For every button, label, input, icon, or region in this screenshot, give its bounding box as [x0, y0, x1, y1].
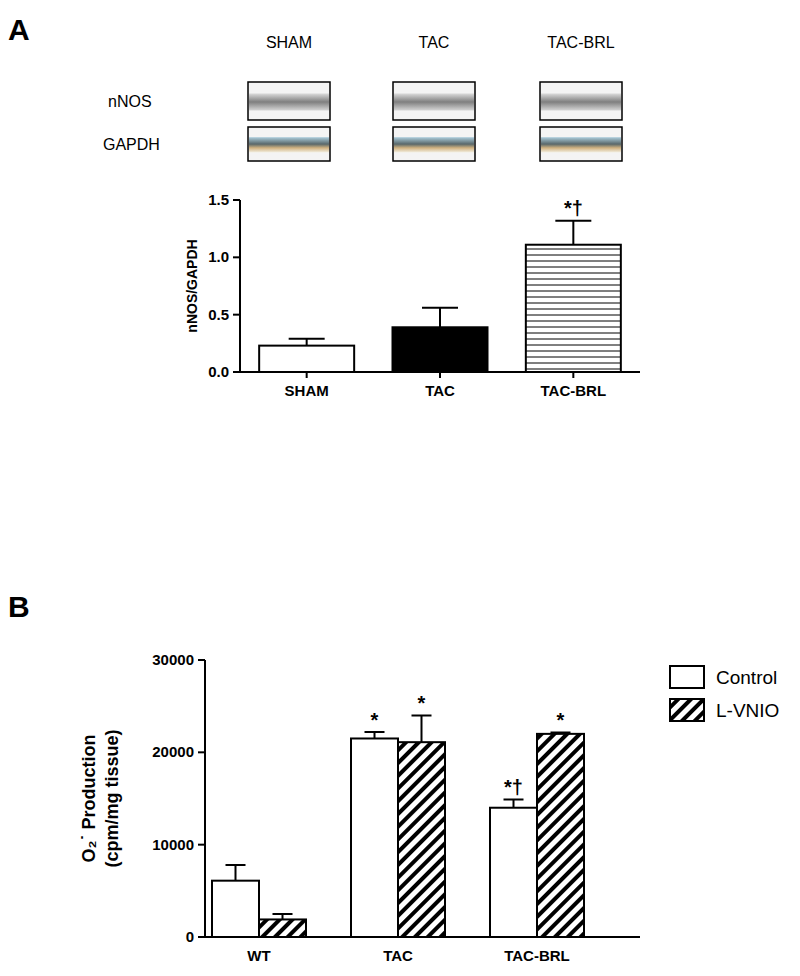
y-tick	[198, 936, 205, 938]
x-tick-label: TAC-BRL	[541, 382, 607, 399]
annotation: *	[557, 709, 565, 731]
error-bar	[226, 865, 246, 881]
legend-swatch	[670, 666, 704, 688]
x-axis	[240, 371, 640, 373]
error-bar	[555, 221, 591, 245]
lane-label: TAC	[419, 34, 450, 51]
y-tick-label: 1.0	[208, 248, 229, 265]
row-label: GAPDH	[103, 136, 160, 153]
y-axis	[239, 200, 241, 372]
blot-band	[249, 93, 329, 110]
y-tick-label: 0.0	[208, 363, 229, 380]
y-tick	[233, 314, 240, 316]
bar	[351, 738, 398, 937]
y-tick-label: 10000	[152, 836, 194, 853]
legend-label: Control	[716, 667, 777, 688]
lane-label: SHAM	[266, 34, 312, 51]
x-tick-label: SHAM	[285, 382, 329, 399]
blot-box	[248, 127, 330, 161]
row-label: nNOS	[108, 93, 152, 110]
annotation: *	[371, 709, 379, 731]
error-bar	[273, 914, 293, 920]
lane-label: TAC-BRL	[547, 34, 614, 51]
x-tick-label: TAC-BRL	[504, 947, 570, 964]
blot-box	[540, 82, 622, 120]
error-bar	[412, 715, 432, 742]
bar	[259, 919, 306, 937]
y-axis-label: (cpm/mg tissue)	[102, 729, 122, 867]
plot-area	[259, 221, 621, 372]
error-bar	[289, 339, 325, 346]
y-tick-label: 30000	[152, 651, 194, 668]
blot-box	[393, 127, 475, 161]
blot-band	[394, 137, 474, 152]
blot-band	[541, 93, 621, 110]
annotation: *†	[564, 197, 583, 219]
panel-label: B	[8, 590, 30, 623]
y-tick-label: 20000	[152, 743, 194, 760]
bar	[259, 346, 354, 372]
bar	[212, 881, 259, 937]
bar	[526, 245, 621, 372]
annotation: *	[418, 692, 426, 714]
x-axis	[205, 936, 640, 938]
bar	[398, 742, 445, 937]
blot-band	[541, 137, 621, 152]
plot-area	[212, 715, 584, 937]
annotation: *†	[504, 776, 523, 798]
error-bar	[422, 308, 458, 327]
y-tick-label: 1.5	[208, 191, 229, 208]
bar	[490, 808, 537, 937]
panel-label: A	[8, 13, 30, 46]
legend: Control L-VNIO	[670, 666, 779, 721]
y-tick	[233, 256, 240, 258]
legend-label: L-VNIO	[716, 700, 779, 721]
y-tick-label: 0	[186, 928, 194, 945]
y-axis-label: nNOS/GAPDH	[184, 239, 200, 332]
x-tick-label: WT	[247, 947, 270, 964]
y-tick-label: 0.5	[208, 306, 229, 323]
blot-box	[248, 82, 330, 120]
y-tick	[198, 844, 205, 846]
y-tick	[233, 371, 240, 373]
figure: A SHAM TAC TAC-BRL nNOS GAPDH SHAM TAC *† TAC-BRL…	[0, 0, 800, 976]
legend-swatch	[670, 699, 704, 721]
x-tick-label: TAC	[425, 382, 455, 399]
y-axis-label: O₂˙ Production	[79, 735, 99, 863]
error-bar	[551, 732, 571, 733]
y-tick	[198, 751, 205, 753]
y-tick	[233, 199, 240, 201]
blot-band	[249, 137, 329, 152]
error-bar	[365, 732, 385, 738]
blot-box	[540, 127, 622, 161]
error-bar	[504, 799, 524, 807]
x-tick-label: TAC	[383, 947, 413, 964]
y-tick	[198, 659, 205, 661]
blot-box	[393, 82, 475, 120]
y-axis	[204, 660, 206, 937]
blot-band	[394, 93, 474, 110]
bar	[393, 327, 488, 372]
bar	[537, 734, 584, 937]
